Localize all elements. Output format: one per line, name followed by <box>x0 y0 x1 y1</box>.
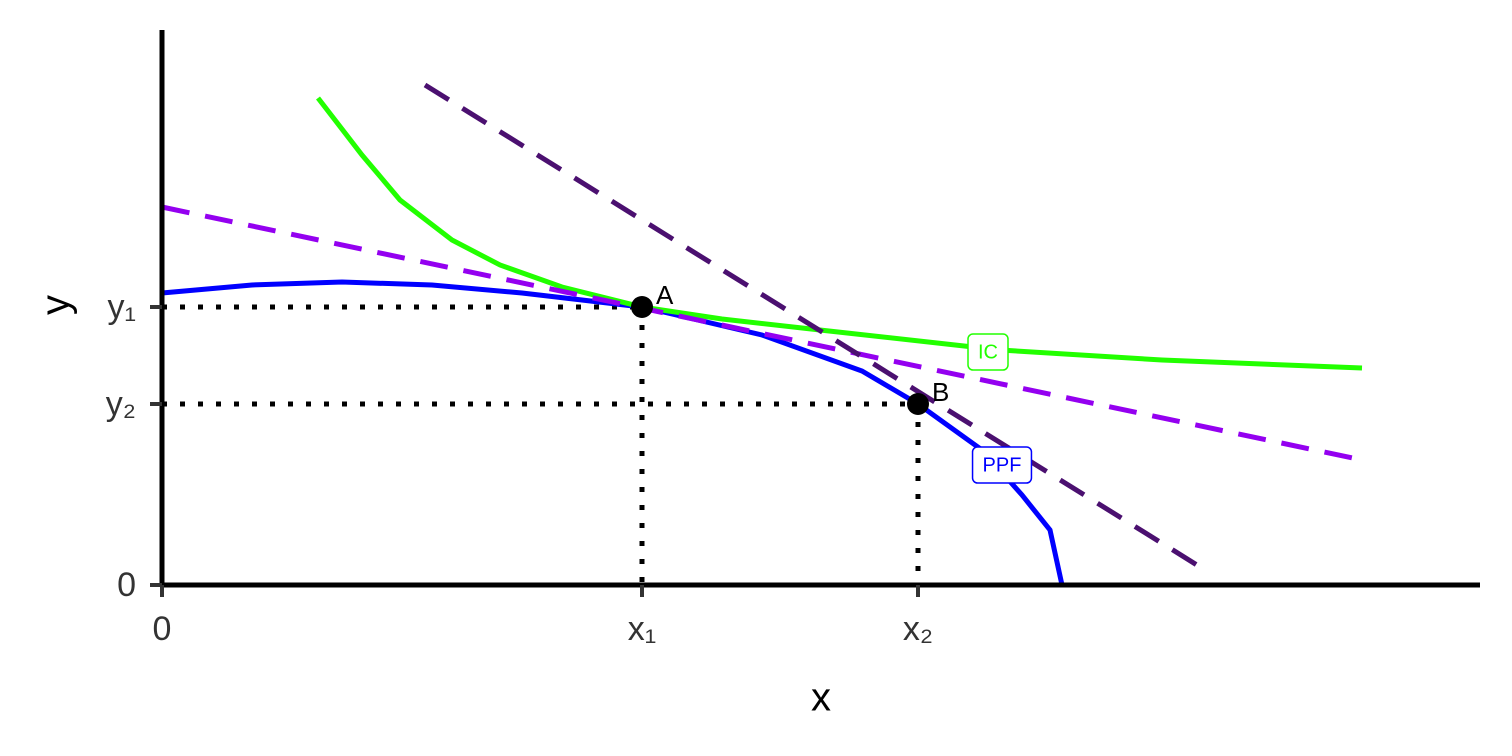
line-series <box>316 96 1363 371</box>
series-label-text: PPF <box>983 454 1022 476</box>
line-series <box>161 204 1363 463</box>
point <box>907 393 929 415</box>
y-tick-label: 0 <box>117 566 136 604</box>
line-series <box>423 82 1207 573</box>
x-tick-label: x₂ <box>903 610 933 648</box>
point-label: A <box>656 280 674 310</box>
point <box>631 296 653 318</box>
x-tick-label: 0 <box>153 610 172 648</box>
y-axis-label: y <box>34 295 78 315</box>
x-tick-label: x₁ <box>628 610 656 648</box>
point-label: B <box>932 377 949 407</box>
x-axis-label: x <box>811 676 831 720</box>
y-tick-label: y₂ <box>106 385 136 423</box>
y-tick-label: y₁ <box>108 288 136 326</box>
series-label-box <box>971 446 1033 484</box>
line-series <box>161 279 1065 586</box>
series-label-box <box>967 333 1009 371</box>
series-label: PPF <box>971 446 1033 484</box>
series-label-text: IC <box>978 341 998 363</box>
series-label: IC <box>967 333 1009 371</box>
